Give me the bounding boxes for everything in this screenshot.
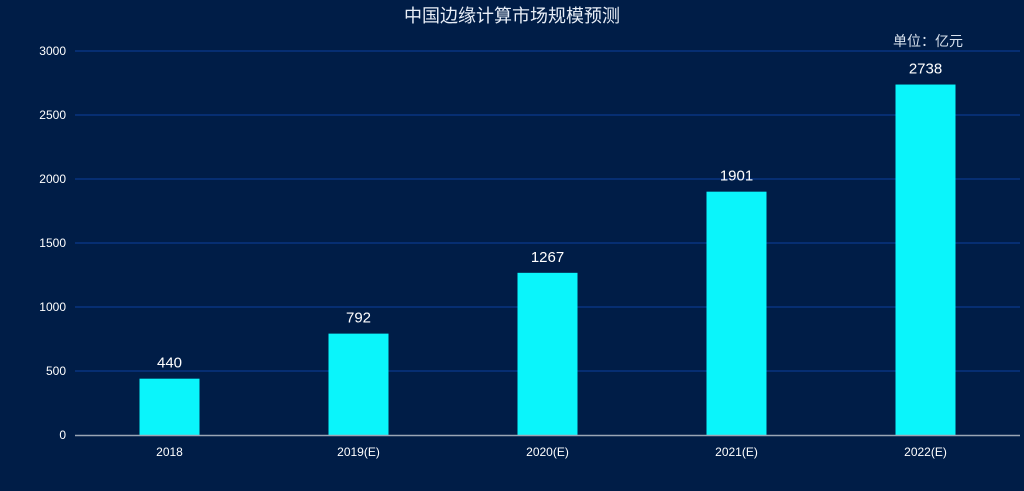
bar (328, 333, 389, 435)
x-tick-label: 2021(E) (715, 445, 758, 459)
x-tick-label: 2020(E) (526, 445, 569, 459)
y-tick-label: 3000 (39, 44, 66, 58)
x-tick-label: 2019(E) (337, 445, 380, 459)
bar (139, 378, 200, 435)
x-axis-ticks: 2018 2019(E) 2020(E) 2021(E) 2022(E) (156, 445, 947, 459)
y-tick-label: 1000 (39, 300, 66, 314)
x-tick-label: 2018 (156, 445, 183, 459)
y-tick-label: 500 (46, 364, 66, 378)
bar-value-label: 792 (346, 310, 371, 327)
y-tick-label: 0 (59, 428, 66, 442)
gridlines (75, 50, 1020, 372)
chart-title: 中国边缘计算市场规模预测 (404, 6, 620, 27)
bar (706, 191, 767, 435)
bar-value-label: 1267 (531, 249, 564, 266)
bar (517, 272, 578, 435)
y-axis-ticks: 0 500 1000 1500 2000 2500 3000 (39, 44, 66, 442)
bar (895, 84, 956, 435)
y-tick-label: 2000 (39, 172, 66, 186)
bar-value-label: 1901 (720, 168, 753, 185)
x-tick-label: 2022(E) (904, 445, 947, 459)
bar-value-label: 440 (157, 355, 182, 372)
data-labels: 440 792 1267 1901 2738 (157, 61, 942, 372)
unit-label: 单位：亿元 (893, 34, 963, 50)
bars (139, 84, 956, 435)
y-tick-label: 1500 (39, 236, 66, 250)
y-tick-label: 2500 (39, 108, 66, 122)
bar-value-label: 2738 (909, 61, 942, 78)
